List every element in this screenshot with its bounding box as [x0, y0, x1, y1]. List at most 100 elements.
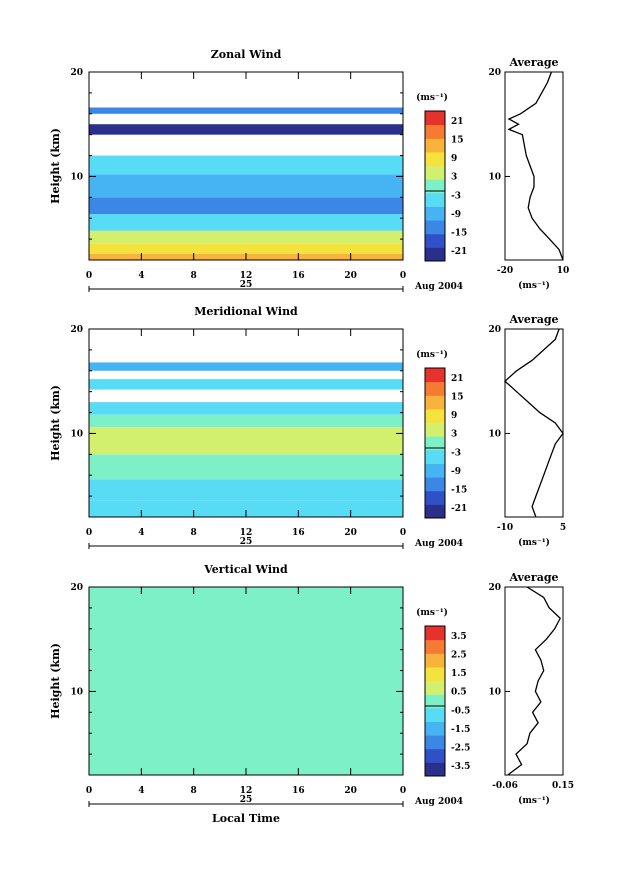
x-tick-label: 12	[240, 528, 253, 538]
colorbar-segment	[425, 449, 445, 464]
profile-x-label: (ms⁻¹)	[518, 280, 550, 291]
colorbar-unit: (ms⁻¹)	[416, 92, 448, 103]
x-tick-label: 8	[191, 786, 197, 796]
colorbar-frame	[424, 110, 446, 262]
data-band	[89, 214, 403, 231]
profile-title: Average	[508, 56, 558, 69]
colorbar-frame	[424, 625, 446, 777]
y-tick-label: 10	[70, 429, 83, 439]
colorbar-segment	[425, 735, 445, 750]
profile-line	[504, 328, 564, 518]
y-axis-label: Height (km)	[49, 385, 62, 461]
panel-2: Meridional Wind 20 10 Height (km) 0 4 8 12 16 20 0…	[49, 305, 566, 549]
date-label: 25	[240, 280, 253, 290]
data-band	[89, 230, 403, 244]
colorbar-tick-label: 2.5	[451, 651, 467, 661]
profile-frame	[504, 71, 564, 261]
colorbar-segment	[425, 463, 445, 478]
colorbar-tick-label: -21	[451, 247, 467, 257]
x-tick-label: 8	[191, 271, 197, 281]
colorbar-segment	[425, 408, 445, 424]
profile-x-tick-label: 5	[560, 523, 566, 533]
y-tick-label: 20	[70, 68, 83, 78]
profile-title: Average	[508, 571, 558, 584]
profile-y-tick-label: 10	[488, 429, 501, 439]
colorbar-segment	[425, 707, 445, 722]
colorbar-segment	[425, 748, 445, 763]
colorbar-tick-label: 9	[451, 411, 457, 421]
x-tick-label: 16	[292, 528, 305, 538]
profile-x-tick-label: -10	[497, 523, 513, 533]
profile-x-tick-label: -20	[497, 266, 513, 276]
date-label: 25	[240, 795, 253, 805]
y-axis-label: Height (km)	[49, 128, 62, 204]
colorbar-segment	[425, 490, 445, 505]
data-band	[89, 587, 403, 775]
profile-line	[507, 586, 562, 776]
profile-y-tick-label: 10	[488, 687, 501, 697]
colorbar-segment	[425, 721, 445, 736]
colorbar-tick-label: -21	[451, 504, 467, 514]
panel-title: Vertical Wind	[203, 563, 288, 576]
colorbar-frame	[424, 367, 446, 519]
colorbar-tick-label: -9	[451, 467, 461, 477]
colorbar-segment	[425, 165, 445, 180]
y-axis-label: Height (km)	[49, 643, 62, 719]
x-tick-label: 4	[138, 271, 144, 281]
x-tick-label: 12	[240, 786, 253, 796]
y-tick-label: 10	[70, 172, 83, 182]
colorbar-tick-label: -15	[451, 228, 467, 238]
colorbar-tick-label: 21	[451, 117, 464, 127]
data-band	[89, 427, 403, 455]
colorbar-segment	[425, 220, 445, 235]
profile-title: Average	[508, 313, 558, 326]
colorbar-segment	[425, 368, 445, 383]
profile-x-tick-label: 0.15	[552, 781, 574, 791]
colorbar-segment	[425, 124, 445, 139]
month-label: Aug 2004	[414, 797, 463, 807]
x-tick-label: 16	[292, 786, 305, 796]
colorbar-tick-label: 3.5	[451, 632, 467, 642]
colorbar-segment	[425, 395, 445, 410]
y-tick-label: 20	[70, 583, 83, 593]
data-band	[89, 174, 403, 198]
x-tick-label: 20	[344, 528, 357, 538]
data-band	[89, 243, 403, 254]
colorbar-segment	[425, 422, 445, 437]
month-label: Aug 2004	[414, 539, 463, 549]
profile-line	[507, 71, 564, 261]
colorbar-tick-label: -2.5	[451, 743, 470, 753]
x-tick-label: 0	[86, 786, 92, 796]
colorbar-segment	[425, 639, 445, 654]
data-band	[89, 414, 403, 428]
panel-title: Zonal Wind	[211, 48, 282, 61]
colorbar-tick-label: -9	[451, 210, 461, 220]
colorbar-segment	[425, 436, 445, 451]
colorbar-tick-label: 1.5	[451, 669, 467, 679]
x-tick-label: 4	[138, 786, 144, 796]
x-tick-label: 4	[138, 528, 144, 538]
colorbar-tick-label: 3	[451, 430, 457, 440]
colorbar-segment	[425, 233, 445, 248]
data-band	[89, 155, 403, 175]
colorbar-tick-label: 15	[451, 393, 464, 403]
colorbar-segment	[425, 666, 445, 682]
colorbar-tick-label: -1.5	[451, 725, 470, 735]
colorbar-tick-label: 15	[451, 136, 464, 146]
colorbar-tick-label: 21	[451, 374, 464, 384]
x-tick-label: 8	[191, 528, 197, 538]
colorbar-segment	[425, 111, 445, 126]
data-band	[89, 107, 403, 114]
colorbar-segment	[425, 477, 445, 492]
data-band	[89, 124, 403, 135]
data-band	[89, 454, 403, 480]
date-label: 25	[240, 537, 253, 547]
profile-y-tick-label: 20	[488, 68, 501, 78]
colorbar-segment	[425, 206, 445, 221]
colorbar-segment	[425, 179, 445, 194]
profile-frame	[504, 586, 564, 776]
x-tick-label: 0	[86, 528, 92, 538]
colorbar-segment	[425, 694, 445, 709]
y-tick-label: 10	[70, 687, 83, 697]
profile-x-tick-label: 10	[557, 266, 570, 276]
